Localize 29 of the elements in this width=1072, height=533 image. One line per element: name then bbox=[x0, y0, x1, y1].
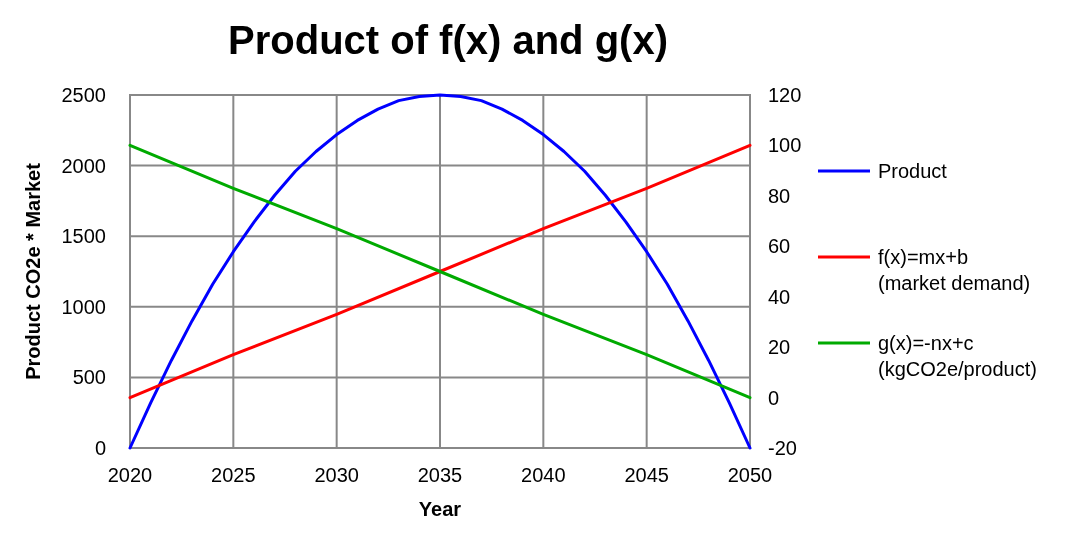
x-tick-label: 2030 bbox=[314, 464, 359, 486]
x-tick-label: 2040 bbox=[521, 464, 566, 486]
y2-tick-label: 100 bbox=[768, 134, 802, 157]
y2-tick-label: 20 bbox=[768, 336, 791, 359]
x-tick-label: 2045 bbox=[624, 464, 669, 486]
y-axis-title: Product CO2e * Market bbox=[22, 162, 44, 380]
legend-label: Product bbox=[878, 160, 948, 182]
line-series bbox=[128, 93, 752, 450]
y-tick-label: 2500 bbox=[61, 84, 106, 106]
y2-tick-label: 0 bbox=[768, 386, 780, 409]
y2-tick-label: -20 bbox=[768, 437, 797, 459]
x-tick-label: 2025 bbox=[211, 464, 256, 486]
y2-tick-label: 80 bbox=[768, 184, 791, 207]
y-tick-label: 1000 bbox=[61, 295, 106, 318]
y-tick-label: 0 bbox=[94, 437, 106, 459]
y-tick-label: 1500 bbox=[61, 225, 106, 248]
x-tick-label: 2050 bbox=[727, 464, 773, 486]
y2-tick-label: 40 bbox=[768, 285, 791, 308]
line-series bbox=[128, 143, 752, 400]
chart-title: Product of f(x) and g(x) bbox=[228, 18, 668, 62]
legend-label: g(x)=-nx+c (kgCO2e/product) bbox=[878, 332, 1037, 380]
y2-tick-label: 120 bbox=[768, 84, 802, 106]
legend-label: f(x)=mx+b (market demand) bbox=[878, 246, 1031, 294]
y-tick-label: 2000 bbox=[61, 154, 106, 177]
x-tick-label: 2035 bbox=[417, 464, 463, 486]
x-tick-label: 2020 bbox=[107, 464, 153, 486]
x-axis-title: Year bbox=[418, 498, 462, 520]
y2-tick-label: 60 bbox=[768, 235, 791, 258]
y-tick-label: 500 bbox=[72, 366, 106, 389]
